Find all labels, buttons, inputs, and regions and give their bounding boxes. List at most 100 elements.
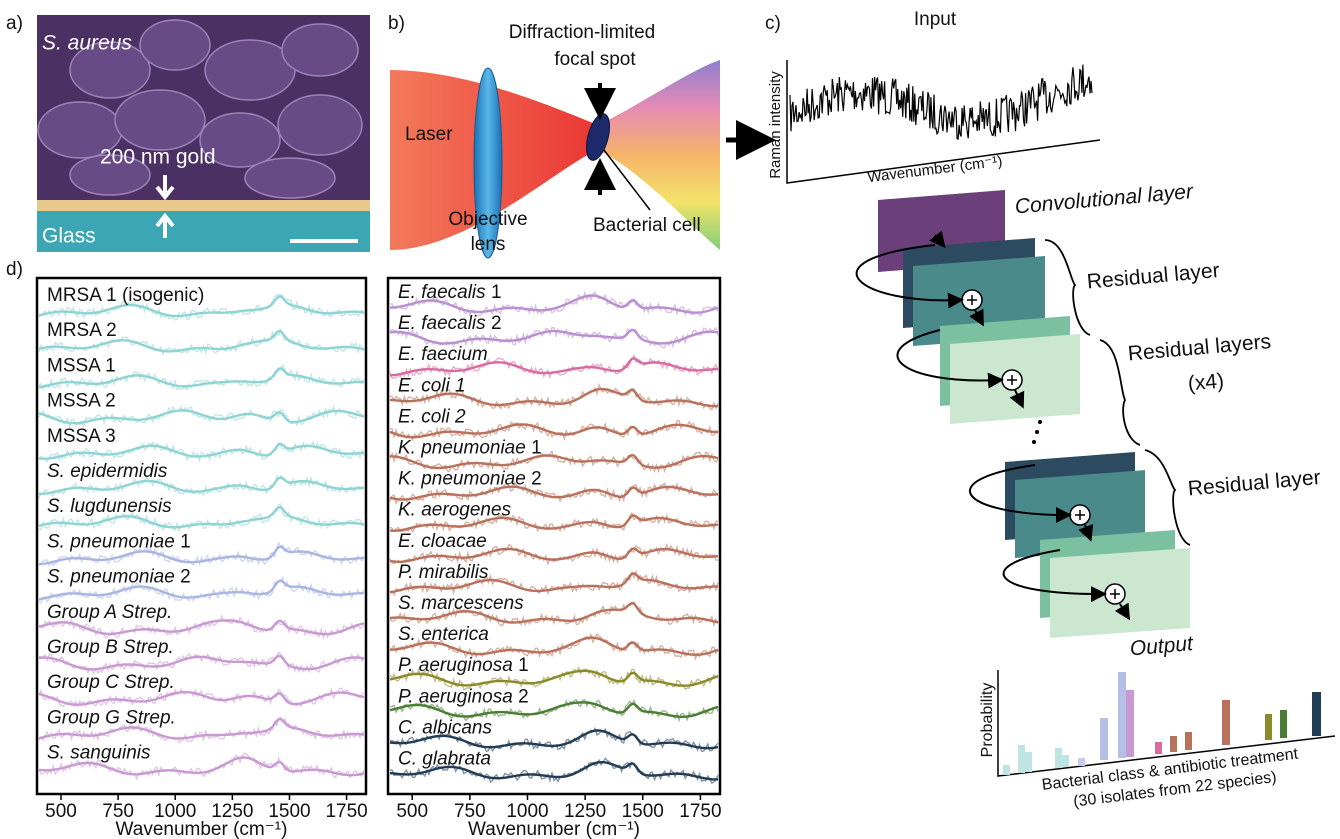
legend-label: Group C Strep. bbox=[47, 672, 175, 693]
spectrum-noise bbox=[389, 666, 719, 691]
spectrum-trace bbox=[389, 357, 719, 377]
input-spectrum bbox=[789, 64, 1093, 141]
legend-label: E. coli 1 bbox=[398, 375, 466, 396]
x-axis-label: Wavenumber (cm⁻¹) bbox=[468, 819, 640, 839]
spectrum-trace bbox=[38, 690, 365, 706]
series-name: E. cloacae bbox=[398, 531, 487, 552]
legend-label: MSSA 1 bbox=[47, 355, 116, 376]
x-tick-label: 1250 bbox=[211, 801, 253, 822]
layer-label: Residual layers bbox=[1127, 330, 1272, 365]
series-suffix: 1 bbox=[180, 531, 191, 552]
plot-frame bbox=[35, 276, 368, 796]
x-tick-label: 1750 bbox=[679, 801, 721, 822]
spectrum-trace bbox=[39, 476, 365, 496]
focal-spot-label: Diffraction-limited bbox=[509, 22, 655, 43]
series-name: S. pneumoniae bbox=[47, 531, 175, 552]
input-label: Input bbox=[914, 9, 957, 30]
series-name: E. coli 1 bbox=[398, 375, 466, 396]
legend-label: Group A Strep. bbox=[47, 602, 172, 623]
series-name: S. lugdunensis bbox=[47, 496, 172, 517]
x-tick-label: 500 bbox=[396, 801, 428, 822]
legend-label: P. aeruginosa 2 bbox=[398, 686, 529, 707]
series-name: E. faecium bbox=[398, 344, 488, 365]
series-name: S. pneumoniae bbox=[47, 567, 175, 588]
series-name: K. pneumoniae bbox=[398, 469, 526, 490]
legend-label: C. albicans bbox=[398, 717, 492, 738]
spectrum-trace bbox=[38, 579, 364, 601]
legend-label: S. marcescens bbox=[398, 593, 524, 614]
spectrum-noise bbox=[389, 757, 719, 785]
spectrum-trace bbox=[389, 514, 719, 532]
series-suffix: 1 bbox=[531, 438, 542, 459]
legend-label: S. sanguinis bbox=[47, 743, 151, 764]
legend-label: C. glabrata bbox=[398, 749, 491, 770]
lens-label: lens bbox=[471, 234, 506, 255]
network-diagram bbox=[855, 190, 1191, 638]
spectrum-trace bbox=[38, 329, 365, 353]
spectrum-trace bbox=[389, 423, 719, 439]
spectrum-trace bbox=[389, 547, 719, 563]
series-name: MSSA 3 bbox=[47, 426, 116, 447]
x-tick-label: 1250 bbox=[564, 801, 606, 822]
x-tick-label: 1000 bbox=[506, 801, 548, 822]
gold-label: 200 nm gold bbox=[100, 146, 216, 169]
spectrum-trace bbox=[38, 756, 365, 777]
x-axis-label: Wavenumber (cm⁻¹) bbox=[116, 819, 288, 839]
panel-label: a) bbox=[6, 13, 23, 34]
spectrum-trace bbox=[389, 572, 718, 594]
cell-label: Bacterial cell bbox=[593, 215, 701, 236]
axis-label: Raman intensity bbox=[767, 71, 784, 179]
axis-label: Probability bbox=[979, 683, 996, 758]
series-name: S. epidermidis bbox=[47, 461, 168, 482]
spectrum-trace bbox=[38, 654, 365, 671]
legend-label: MSSA 3 bbox=[47, 426, 116, 447]
spectrum-trace bbox=[38, 506, 365, 529]
spectrum-trace bbox=[38, 619, 365, 636]
series-name: P. aeruginosa bbox=[398, 655, 513, 676]
x-tick-label: 1500 bbox=[268, 801, 310, 822]
series-name: MSSA 1 bbox=[47, 355, 116, 376]
panel-label: b) bbox=[388, 13, 405, 34]
series-name: S. sanguinis bbox=[47, 743, 151, 764]
legend-label: P. mirabilis bbox=[398, 562, 489, 583]
glass-label: Glass bbox=[42, 225, 96, 248]
spectrum-trace bbox=[389, 485, 719, 501]
legend-label: S. epidermidis bbox=[47, 461, 168, 482]
series-name: S. marcescens bbox=[398, 593, 524, 614]
series-name: C. albicans bbox=[398, 717, 492, 738]
spectrum-trace bbox=[389, 601, 719, 624]
series-name: C. glabrata bbox=[398, 749, 491, 770]
legend-label: K. pneumoniae 2 bbox=[398, 469, 542, 490]
output-chart bbox=[997, 670, 1336, 777]
series-name: P. mirabilis bbox=[398, 562, 489, 583]
spectrum-trace bbox=[389, 761, 719, 781]
spectrum-trace bbox=[389, 669, 719, 687]
series-suffix: 2 bbox=[491, 313, 502, 334]
series-name: E. faecalis bbox=[398, 282, 486, 303]
legend-label: Group G Strep. bbox=[47, 707, 176, 728]
spectrum-noise bbox=[389, 481, 719, 506]
series-name: E. faecalis bbox=[398, 313, 486, 334]
x-tick-label: 1750 bbox=[325, 801, 367, 822]
spectrum-trace bbox=[389, 729, 719, 750]
legend-label: S. pneumoniae 2 bbox=[47, 567, 191, 588]
focal-spot-label: focal spot bbox=[554, 49, 636, 70]
laser-label: Laser bbox=[405, 124, 453, 145]
legend-label: E. faecalis 1 bbox=[398, 282, 502, 303]
series-name: Group A Strep. bbox=[47, 602, 172, 623]
layer-label: Convolutional layer bbox=[1014, 180, 1195, 219]
spectrum-trace bbox=[38, 717, 365, 740]
spectrum-trace bbox=[390, 453, 719, 470]
legend-label: E. coli 2 bbox=[398, 406, 466, 427]
spectrum-trace bbox=[38, 367, 365, 389]
series-suffix: 2 bbox=[518, 686, 529, 707]
spectrum-noise bbox=[38, 293, 365, 321]
plot-frame bbox=[386, 276, 722, 796]
x-tick-label: 1000 bbox=[154, 801, 196, 822]
series-name: K. aerogenes bbox=[398, 500, 512, 521]
spectrum-trace bbox=[38, 409, 365, 425]
series-name: Group C Strep. bbox=[47, 672, 175, 693]
legend-label: MSSA 2 bbox=[47, 391, 116, 412]
legend-label: S. enterica bbox=[398, 624, 489, 645]
